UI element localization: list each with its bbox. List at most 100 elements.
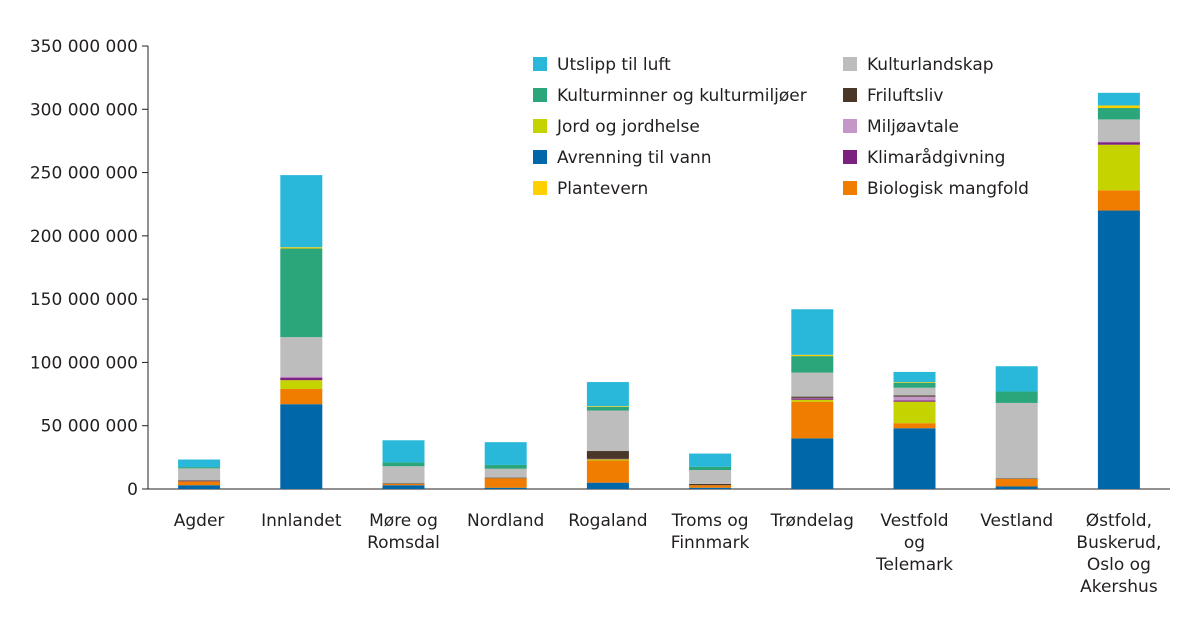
bar-segment <box>1097 105 1140 109</box>
bar-segment <box>1097 144 1140 191</box>
bar-segment <box>382 483 425 484</box>
bar-segment <box>791 396 834 398</box>
y-tick-label: 200 000 000 <box>30 227 138 247</box>
bar-segment <box>995 402 1038 479</box>
bar-segment <box>893 371 936 383</box>
bar-segment <box>893 395 936 397</box>
bar-segment <box>1097 141 1140 143</box>
bar-segment <box>586 406 629 411</box>
x-tick-label: Nordland <box>467 511 544 531</box>
bar-segment <box>893 396 936 401</box>
bar-segment <box>484 477 527 479</box>
x-tick-label: Møre og Romsdal <box>367 511 440 553</box>
bar-segment <box>995 486 1038 489</box>
y-tick-label: 350 000 000 <box>30 37 138 57</box>
bar-segment <box>689 483 732 486</box>
bar-segment <box>995 478 1038 487</box>
bar-segment <box>586 406 629 407</box>
bar-segment <box>484 464 527 469</box>
legend-swatch <box>533 150 547 164</box>
legend-label: Kulturlandskap <box>867 55 994 75</box>
bar-segment <box>689 487 732 489</box>
bar-segment <box>791 438 834 489</box>
bar-segment <box>280 377 323 381</box>
bar-segment <box>382 485 425 489</box>
x-tick-label: Trøndelag <box>770 511 854 531</box>
bar-segment <box>689 466 732 471</box>
bar-segment <box>791 398 834 400</box>
legend-swatch <box>843 181 857 195</box>
bar-segment <box>995 478 1038 479</box>
bar-segment <box>893 423 936 429</box>
bar-segment <box>586 382 629 407</box>
y-tick-label: 300 000 000 <box>30 100 138 120</box>
legend-label: Avrenning til vann <box>557 148 712 168</box>
bar-segment <box>689 453 732 467</box>
bar-segment <box>280 175 323 248</box>
y-tick-label: 0 <box>127 480 138 500</box>
bar-segment <box>178 468 221 481</box>
bar-segment <box>178 467 221 469</box>
bar-segment <box>586 458 629 460</box>
bar-segment <box>382 462 425 467</box>
bar-segment <box>586 410 629 452</box>
legend-swatch <box>843 119 857 133</box>
bar-segment <box>1097 92 1140 106</box>
y-tick-label: 150 000 000 <box>30 290 138 310</box>
bar-segment <box>893 400 936 402</box>
bar-segment <box>995 391 1038 403</box>
bar-segment <box>1097 210 1140 490</box>
bar-segment <box>178 459 221 468</box>
bar-segment <box>893 428 936 489</box>
legend-swatch <box>533 119 547 133</box>
bar-segment <box>791 309 834 355</box>
bar-segment <box>484 468 527 478</box>
bar-segment <box>280 247 323 249</box>
bar-segment <box>893 382 936 383</box>
bar-segment <box>280 376 323 378</box>
bar-segment <box>791 356 834 373</box>
bar-segment <box>280 248 323 338</box>
bar-segment <box>586 482 629 489</box>
bar-segment <box>178 480 221 482</box>
bar-segment <box>1097 119 1140 142</box>
bar-segment <box>1097 190 1140 211</box>
bar-segment <box>178 485 221 489</box>
bar-segment <box>893 387 936 396</box>
legend-label: Biologisk mangfold <box>867 179 1029 199</box>
bar-segment <box>586 459 629 461</box>
bar-segment <box>893 382 936 388</box>
legend-swatch <box>533 57 547 71</box>
x-tick-label: Troms og Finnmark <box>671 511 750 553</box>
y-tick-label: 50 000 000 <box>41 417 138 437</box>
bar-segment <box>995 366 1038 392</box>
bar-segment <box>1097 108 1140 120</box>
legend-label: Utslipp til luft <box>557 55 671 75</box>
bar-segment <box>280 337 323 377</box>
legend-swatch <box>843 57 857 71</box>
legend-label: Plantevern <box>557 179 648 199</box>
bar-segment <box>791 372 834 397</box>
bar-segment <box>484 478 527 488</box>
bar-segment <box>280 380 323 390</box>
bar-segment <box>1097 142 1140 145</box>
legend-swatch <box>843 150 857 164</box>
legend-label: Klimarådgivning <box>867 147 1005 168</box>
bar-segment <box>893 401 936 424</box>
bar-segment <box>280 389 323 405</box>
x-tick-label: Østfold, Buskerud, Oslo og Akershus <box>1076 511 1161 597</box>
bar-segment <box>382 440 425 463</box>
legend-label: Kulturminner og kulturmiljøer <box>557 86 807 106</box>
y-tick-label: 100 000 000 <box>30 353 138 373</box>
bar-segment <box>382 466 425 484</box>
x-tick-label: Agder <box>174 511 225 531</box>
y-tick-label: 250 000 000 <box>30 164 138 184</box>
bar-segment <box>280 404 323 489</box>
legend-label: Miljøavtale <box>867 117 959 137</box>
bar-segment <box>484 442 527 465</box>
bar-segment <box>178 481 221 486</box>
bar-segment <box>791 399 834 402</box>
bar-segment <box>382 483 425 486</box>
bar-segment <box>791 354 834 357</box>
